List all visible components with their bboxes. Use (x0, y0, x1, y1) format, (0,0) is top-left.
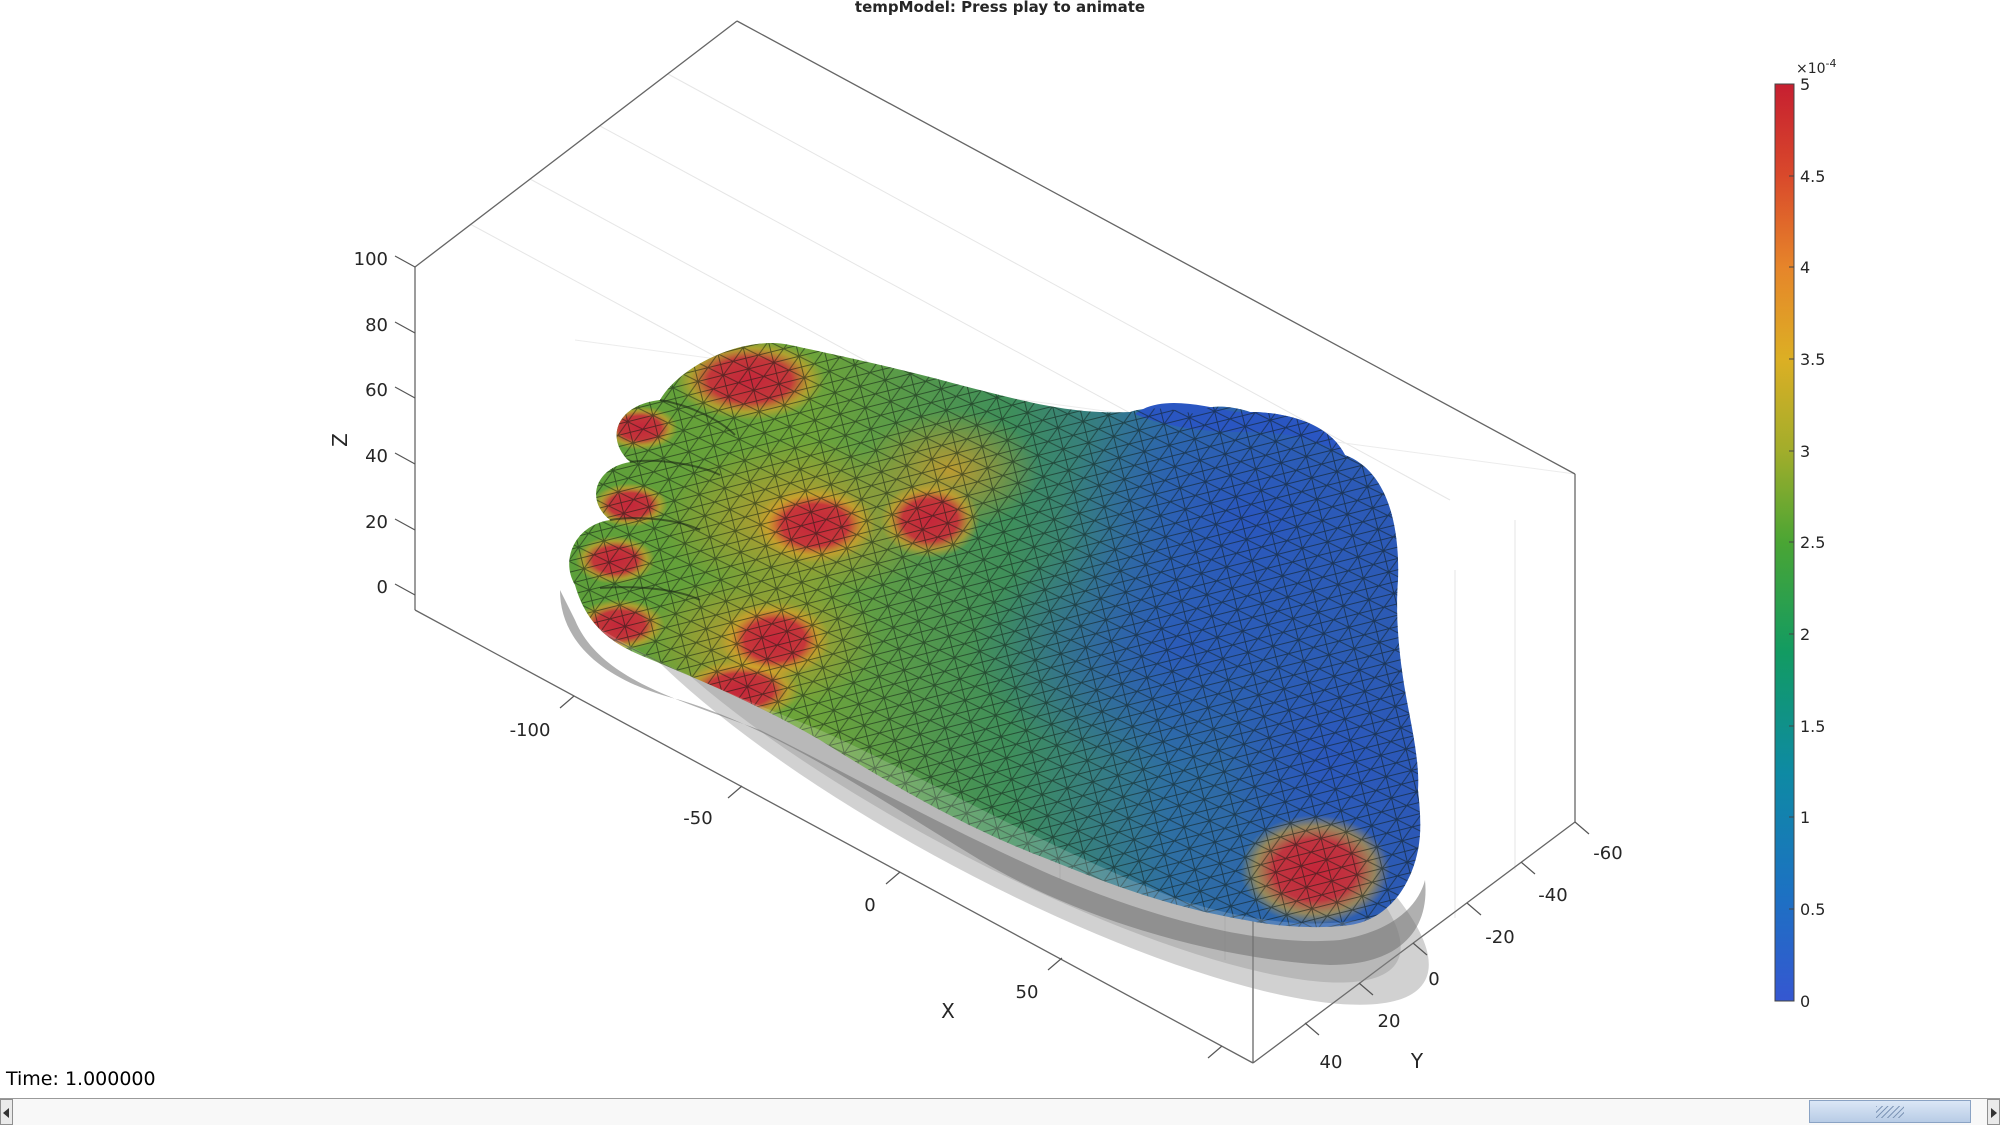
y-tick-label: 40 (1320, 1052, 1343, 1073)
colorbar-tick-label: 3 (1800, 442, 1810, 461)
x-axis: -100 -50 0 50 X (510, 695, 1223, 1059)
x-tick-label: -100 (510, 720, 551, 741)
z-tick-label: 40 (365, 446, 388, 467)
scroll-right-button[interactable] (1987, 1099, 2000, 1125)
y-tick-label: -40 (1538, 885, 1567, 906)
colorbar-exponent: ×10-4 (1796, 57, 1837, 77)
z-axis: 100 80 60 40 20 0 Z (328, 249, 416, 598)
colorbar-exponent-base: ×10 (1796, 61, 1826, 77)
colorbar-tick-label: 4 (1800, 258, 1810, 277)
arrow-left-icon (3, 1108, 9, 1118)
z-tick-label: 20 (365, 512, 388, 533)
time-scrollbar[interactable] (0, 1098, 2000, 1125)
y-axis-label: Y (1410, 1049, 1424, 1073)
figure-title: tempModel: Press play to animate (855, 0, 1145, 16)
grip-icon (1876, 1106, 1904, 1118)
colorbar-tick-label: 0.5 (1800, 900, 1825, 919)
axes-frame (414, 20, 1576, 1064)
x-tick-label: 50 (1016, 982, 1039, 1003)
colorbar[interactable]: 5 4.5 4 3.5 3 2.5 2 1.5 1 0.5 0 ×10-4 (1774, 57, 1837, 1011)
y-axis: -60 -40 -20 0 20 40 Y (1304, 821, 1623, 1073)
y-tick-label: 0 (1428, 969, 1439, 990)
x-axis-label: X (941, 999, 955, 1023)
colorbar-tick-label: 1.5 (1800, 717, 1825, 736)
colorbar-tick-label: 3.5 (1800, 350, 1825, 369)
z-axis-label: Z (328, 433, 352, 447)
colorbar-tick-label: 2.5 (1800, 533, 1825, 552)
colorbar-tick-label: 1 (1800, 808, 1810, 827)
z-tick-label: 60 (365, 380, 388, 401)
scroll-track[interactable] (13, 1099, 1987, 1125)
colorbar-tick-label: 4.5 (1800, 167, 1825, 186)
y-tick-label: -20 (1485, 927, 1514, 948)
arrow-right-icon (1991, 1108, 1997, 1118)
z-tick-label: 0 (377, 577, 388, 598)
x-tick-label: -50 (683, 808, 712, 829)
scroll-thumb[interactable] (1809, 1100, 1971, 1123)
time-readout-text: Time: 1.000000 (6, 1068, 156, 1090)
colorbar-exponent-power: -4 (1826, 57, 1837, 70)
y-tick-label: -60 (1593, 843, 1622, 864)
colorbar-tick-label: 2 (1800, 625, 1810, 644)
z-tick-label: 80 (365, 315, 388, 336)
colorbar-tick-label: 0 (1800, 992, 1810, 1011)
y-tick-label: 20 (1378, 1011, 1401, 1032)
scroll-left-button[interactable] (0, 1099, 13, 1125)
x-tick-label: 0 (864, 895, 875, 916)
colorbar-tick-label: 5 (1800, 75, 1810, 94)
time-readout: Time: 1.000000 (6, 1068, 156, 1090)
z-tick-label: 100 (354, 249, 388, 270)
